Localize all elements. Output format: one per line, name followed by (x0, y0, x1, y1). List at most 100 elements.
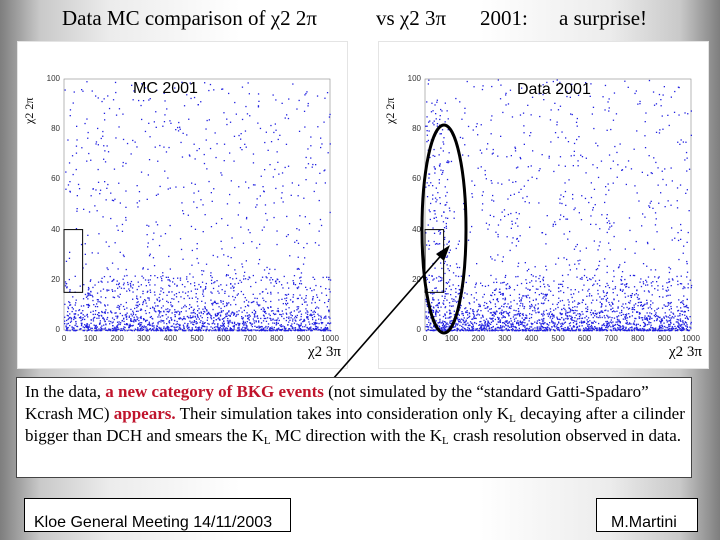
scatter-point (105, 323, 107, 325)
scatter-point (329, 211, 331, 214)
scatter-point (305, 301, 307, 303)
scatter-point (230, 287, 232, 289)
scatter-point (217, 328, 219, 330)
scatter-point (273, 202, 275, 204)
scatter-point (583, 284, 585, 286)
scatter-point (442, 320, 444, 322)
scatter-point (636, 329, 638, 331)
scatter-point (605, 294, 607, 297)
scatter-point (180, 296, 182, 298)
scatter-point (529, 305, 531, 307)
scatter-point (609, 249, 611, 251)
scatter-point (325, 328, 327, 331)
scatter-point (485, 178, 487, 180)
scatter-point (608, 324, 611, 326)
scatter-point (545, 327, 547, 329)
scatter-point (134, 141, 136, 143)
scatter-point (433, 120, 435, 122)
scatter-point (152, 306, 154, 308)
scatter-point (527, 104, 529, 106)
scatter-point (435, 201, 437, 203)
scatter-point (315, 326, 317, 328)
scatter-point (527, 288, 529, 290)
scatter-point (137, 327, 139, 329)
scatter-point (201, 300, 203, 302)
scatter-point (265, 212, 267, 215)
scatter-point (517, 262, 520, 264)
scatter-point (314, 311, 316, 313)
scatter-point (225, 275, 227, 277)
scatter-point (470, 322, 473, 324)
scatter-point (147, 329, 149, 331)
scatter-point (542, 326, 544, 329)
scatter-point (676, 306, 678, 308)
scatter-point (650, 313, 653, 315)
scatter-point (200, 312, 202, 314)
scatter-point (157, 329, 159, 332)
scatter-point (473, 317, 476, 320)
scatter-point (658, 276, 660, 278)
scatter-point (578, 329, 580, 331)
scatter-point (150, 275, 152, 277)
scatter-point (436, 101, 438, 103)
scatter-point (278, 299, 280, 301)
scatter-point (147, 297, 149, 299)
scatter-point (617, 329, 619, 331)
scatter-point (223, 112, 225, 114)
scatter-point (221, 330, 224, 332)
scatter-point (308, 329, 310, 331)
scatter-point (679, 329, 682, 331)
scatter-point (442, 315, 445, 318)
scatter-point (471, 327, 473, 329)
scatter-point (73, 313, 75, 315)
scatter-point (605, 286, 607, 288)
slide-title: Data MC comparison of χ2 2π vs χ2 3π 200… (0, 6, 720, 36)
scatter-point (462, 312, 464, 315)
scatter-point (677, 280, 679, 282)
x-tick-label: 900 (657, 334, 672, 343)
scatter-point (568, 329, 570, 332)
scatter-point (496, 298, 498, 301)
scatter-point (587, 330, 589, 332)
scatter-point (307, 316, 309, 318)
scatter-point (208, 89, 210, 92)
scatter-point (247, 328, 249, 330)
scatter-point (196, 243, 198, 245)
scatter-point (561, 308, 563, 311)
scatter-point (610, 308, 612, 310)
scatter-point (548, 285, 550, 287)
scatter-point (273, 216, 275, 219)
scatter-point (505, 104, 507, 106)
scatter-point (202, 293, 204, 295)
scatter-point (82, 326, 84, 328)
scatter-point (497, 236, 499, 238)
scatter-point (654, 288, 656, 290)
scatter-point (436, 123, 439, 125)
scatter-point (159, 311, 161, 313)
scatter-point (506, 283, 509, 285)
scatter-point (310, 328, 312, 330)
scatter-point (429, 156, 431, 159)
scatter-point (151, 325, 153, 327)
scatter-point (84, 253, 86, 255)
scatter-point (480, 325, 482, 327)
scatter-point (644, 303, 646, 305)
scatter-point (612, 327, 615, 330)
scatter-point (689, 316, 691, 318)
scatter-point (192, 316, 194, 318)
scatter-point (508, 322, 510, 324)
scatter-point (264, 329, 266, 332)
scatter-point (507, 324, 509, 327)
scatter-point (439, 233, 441, 235)
scatter-point (306, 313, 309, 316)
scatter-point (263, 317, 265, 320)
scatter-point (243, 278, 245, 280)
scatter-point (165, 329, 167, 332)
scatter-point (178, 291, 180, 294)
scatter-point (438, 230, 440, 232)
scatter-point (570, 293, 572, 296)
scatter-point (305, 297, 307, 299)
scatter-point (505, 92, 507, 94)
scatter-point (677, 319, 680, 321)
scatter-point (280, 329, 282, 331)
